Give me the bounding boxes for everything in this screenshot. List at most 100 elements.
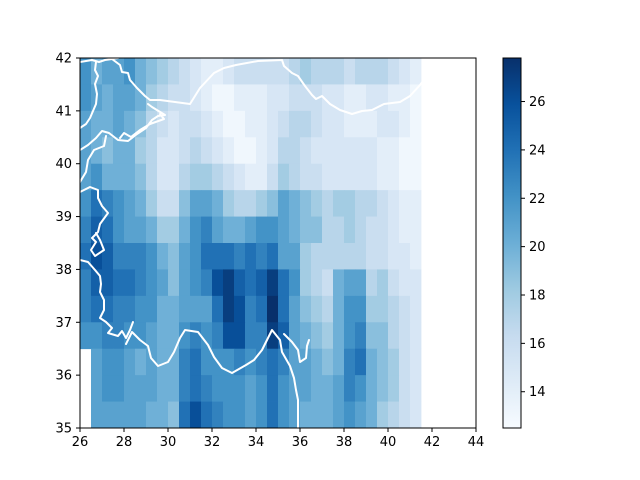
heatmap-cell: [278, 58, 290, 59]
heatmap-cell: [399, 243, 411, 270]
heatmap-cell: [267, 401, 279, 428]
heatmap-cell: [234, 190, 246, 217]
heatmap-cell: [91, 137, 103, 165]
heatmap-cell: [256, 269, 268, 297]
y-axis: 35 36 37 38 39 40 41 42: [55, 52, 80, 437]
heatmap-cell: [245, 163, 257, 191]
heatmap-cell: [344, 163, 356, 191]
heatmap-cell: [300, 0, 311, 6]
heatmap-cell: [410, 216, 422, 244]
heatmap-cell: [113, 216, 125, 244]
heatmap-cell: [311, 58, 323, 85]
heatmap-cell: [410, 322, 422, 350]
heatmap-cell: [344, 110, 356, 138]
heatmap-cell: [399, 401, 411, 428]
heatmap-cell: [311, 163, 323, 191]
heatmap-cell: [146, 375, 158, 402]
heatmap-cell: [267, 110, 279, 138]
heatmap-cell: [157, 401, 169, 428]
heatmap-cell: [168, 58, 180, 59]
heatmap-cells: [80, 0, 422, 428]
x-tick-label: 30: [160, 435, 177, 450]
heatmap-cell: [91, 269, 103, 297]
heatmap-cell: [234, 0, 245, 6]
heatmap-cell: [113, 58, 125, 85]
heatmap-cell: [388, 110, 400, 138]
heatmap-cell: [256, 58, 268, 85]
heatmap-cell: [113, 269, 125, 297]
heatmap-cell: [366, 322, 378, 350]
heatmap-cell: [146, 401, 158, 428]
heatmap-cell: [355, 137, 367, 165]
heatmap-cell: [179, 84, 191, 112]
heatmap-cell: [113, 0, 124, 6]
heatmap-cell: [256, 163, 268, 191]
heatmap-cell: [157, 163, 169, 191]
heatmap-cell: [124, 216, 136, 244]
heatmap-cell: [102, 322, 114, 350]
heatmap-cell: [256, 190, 268, 217]
x-tick-label: 36: [292, 435, 309, 450]
heatmap-cell: [135, 5, 146, 32]
heatmap-cell: [190, 375, 202, 402]
heatmap-cell: [256, 110, 268, 138]
heatmap-cell: [355, 110, 367, 138]
heatmap-cell: [399, 58, 411, 85]
heatmap-cell: [146, 216, 158, 244]
heatmap-cell: [102, 243, 114, 270]
heatmap-cell: [289, 348, 301, 376]
heatmap-cell: [322, 401, 334, 428]
heatmap-cell: [333, 375, 345, 402]
heatmap-cell: [300, 58, 312, 85]
heatmap-cell: [212, 269, 224, 297]
heatmap-cell: [91, 58, 103, 59]
heatmap-cell: [333, 295, 345, 323]
heatmap-cell: [91, 348, 103, 376]
heatmap-cell: [410, 190, 422, 217]
heatmap-cell: [300, 58, 312, 59]
heatmap-cell: [91, 216, 103, 244]
heatmap-cell: [124, 295, 136, 323]
heatmap-cell: [80, 243, 92, 270]
heatmap-cell: [355, 0, 366, 6]
heatmap-cell: [146, 58, 158, 85]
plot-frame: [79, 57, 477, 429]
heatmap-cell: [124, 190, 136, 217]
heatmap-cell: [168, 322, 180, 350]
heatmap-cell: [278, 269, 290, 297]
heatmap-cell: [157, 216, 169, 244]
heatmap-cell: [399, 216, 411, 244]
heatmap-cell: [256, 243, 268, 270]
heatmap-cell: [256, 137, 268, 165]
heatmap-cell: [223, 295, 235, 323]
heatmap-cell: [168, 0, 179, 6]
heatmap-cell: [91, 375, 103, 402]
heatmap-cell: [146, 5, 157, 32]
heatmap-cell: [289, 137, 301, 165]
heatmap-cell: [311, 190, 323, 217]
heatmap-cell: [278, 375, 290, 402]
colorbar-tick-label: 24: [529, 143, 546, 158]
heatmap-cell: [179, 0, 190, 6]
heatmap-cell: [256, 84, 268, 112]
heatmap-cell: [113, 243, 125, 270]
heatmap-cell: [91, 5, 102, 32]
heatmap-cell: [366, 0, 377, 6]
heatmap-cell: [80, 295, 92, 323]
heatmap-cell: [124, 401, 136, 428]
heatmap-cell: [201, 269, 213, 297]
heatmap-cell: [80, 163, 92, 191]
heatmap-cell: [201, 216, 213, 244]
heatmap-cell: [91, 401, 103, 428]
heatmap-cell: [267, 190, 279, 217]
heatmap-cell: [102, 190, 114, 217]
heatmap-cell: [388, 58, 400, 85]
heatmap-cell: [223, 110, 235, 138]
heatmap-cell: [311, 137, 323, 165]
heatmap-cell: [388, 58, 400, 59]
heatmap-cell: [124, 58, 136, 59]
heatmap-cell: [124, 269, 136, 297]
heatmap-cell: [212, 58, 224, 59]
heatmap-cell: [333, 322, 345, 350]
